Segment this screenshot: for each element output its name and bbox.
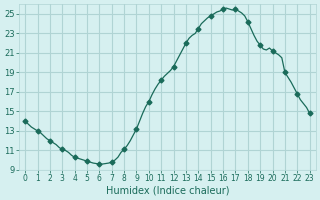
X-axis label: Humidex (Indice chaleur): Humidex (Indice chaleur): [106, 186, 229, 196]
